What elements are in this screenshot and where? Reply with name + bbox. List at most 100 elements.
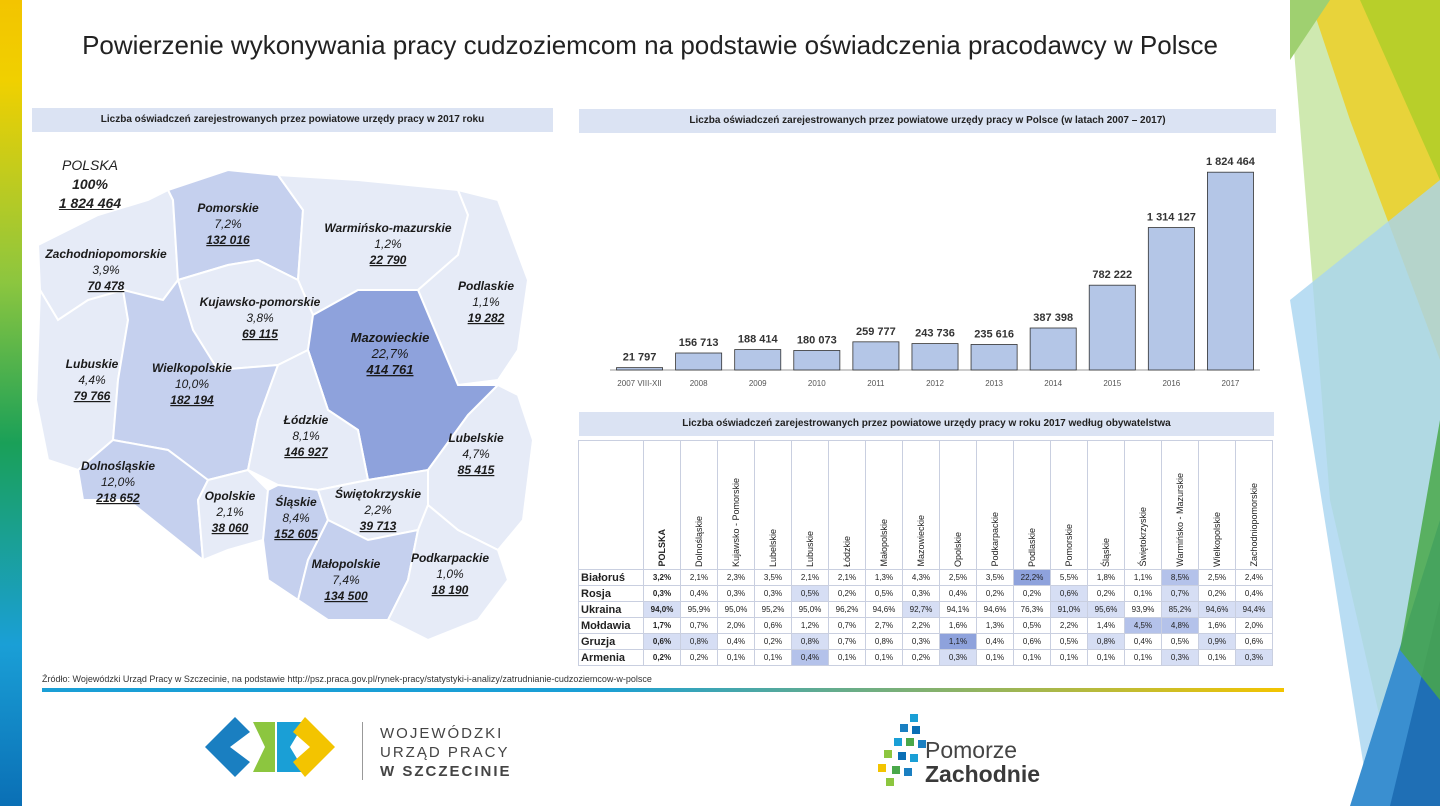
source-note: Źródło: Wojewódzki Urząd Pracy w Szczeci… — [42, 674, 652, 684]
map-region-podkarpackie — [386, 503, 510, 642]
table-cell: 0,5% — [1050, 633, 1088, 650]
table-cell: 0,8% — [1087, 633, 1125, 650]
table-cell: 2,0% — [1235, 617, 1273, 634]
map-label-pct: 3,9% — [92, 263, 120, 277]
map-label-pct: 1,1% — [472, 295, 500, 309]
table-cell: 4,3% — [902, 569, 940, 586]
table-cell: 94,6% — [865, 601, 903, 618]
map-label-name: Zachodniopomorskie — [44, 247, 167, 261]
table-cell: 0,3% — [717, 585, 755, 602]
table-cell: 2,1% — [828, 569, 866, 586]
poland-total-pct: 100% — [72, 176, 108, 192]
bar-category-label-8: 2015 — [1103, 379, 1121, 388]
table-cell: 2,2% — [902, 617, 940, 634]
table-cell: 0,4% — [791, 649, 829, 666]
map-label-15: Podkarpackie 1,0% 18 190 — [411, 551, 489, 597]
bar-category-label-2: 2009 — [749, 379, 767, 388]
bar-category-label-5: 2012 — [926, 379, 944, 388]
bar-value-label-10: 1 824 464 — [1206, 156, 1256, 168]
map-label-4: Kujawsko-pomorskie 3,8% 69 115 — [200, 295, 321, 341]
table-cell: 0,5% — [1161, 633, 1199, 650]
table-corner — [578, 440, 644, 570]
table-cell: 93,9% — [1124, 601, 1162, 618]
map-label-name: Śląskie — [275, 494, 317, 509]
statements-by-year-bar-chart: 21 797 2007 VIII-XII 156 713 2008 188 414 200… — [610, 156, 1260, 388]
table-cell: 0,3% — [1235, 649, 1273, 666]
table-cell: 0,1% — [1050, 649, 1088, 666]
map-label-name: Lubelskie — [448, 431, 504, 445]
table-row: Ukraina 94,0% 95,9% 95,0% 95,2% 95,0% 96,2% 94,… — [578, 601, 1273, 618]
map-label-1: Warmińsko-mazurskie 1,2% 22 790 — [324, 221, 451, 267]
map-panel-header: Liczba oświadczeń zarejestrowanych przez… — [32, 108, 553, 132]
map-label-pct: 7,4% — [332, 573, 360, 587]
table-column-header: Świętokrzyskie — [1124, 440, 1162, 570]
bar-category-label-9: 2016 — [1162, 379, 1180, 388]
map-label-13: Świętokrzyskie 2,2% 39 713 — [335, 486, 421, 533]
poland-total-name: POLSKA — [61, 157, 119, 173]
table-cell: 0,1% — [1124, 585, 1162, 602]
bar-value-label-0: 21 797 — [623, 352, 657, 364]
table-cell: 1,1% — [939, 633, 977, 650]
map-label-value: 22 790 — [369, 253, 407, 267]
table-cell: 0,2% — [643, 649, 681, 666]
table-cell: 0,6% — [754, 617, 792, 634]
table-row-label: Mołdawia — [578, 617, 644, 634]
table-cell: 0,2% — [1013, 585, 1051, 602]
map-label-name: Mazowieckie — [351, 330, 430, 345]
table-cell: 1,3% — [865, 569, 903, 586]
table-column-header: Lubuskie — [791, 440, 829, 570]
table-cell: 1,2% — [791, 617, 829, 634]
map-label-value: 39 713 — [360, 519, 397, 533]
map-label-value: 152 605 — [274, 527, 318, 541]
table-column-header: POLSKA — [643, 440, 681, 570]
table-column-header: Podkarpackie — [976, 440, 1014, 570]
table-cell: 1,4% — [1087, 617, 1125, 634]
table-cell: 1,6% — [939, 617, 977, 634]
table-cell: 0,3% — [754, 585, 792, 602]
table-cell: 85,2% — [1161, 601, 1199, 618]
table-cell: 2,7% — [865, 617, 903, 634]
map-label-name: Opolskie — [205, 489, 256, 503]
map-label-14: Małopolskie 7,4% 134 500 — [312, 557, 381, 603]
table-cell: 0,4% — [939, 585, 977, 602]
map-label-value: 414 761 — [366, 362, 414, 377]
bar-value-label-8: 782 222 — [1092, 269, 1132, 281]
table-cell: 94,0% — [643, 601, 681, 618]
table-cell: 95,9% — [680, 601, 718, 618]
table-cell: 0,5% — [865, 585, 903, 602]
map-label-value: 132 016 — [206, 233, 250, 247]
table-cell: 0,4% — [1124, 633, 1162, 650]
bar-4 — [852, 341, 900, 371]
table-cell: 0,3% — [939, 649, 977, 666]
page-title: Powierzenie wykonywania pracy cudzoziemc… — [82, 30, 1218, 60]
table-cell: 94,4% — [1235, 601, 1273, 618]
table-column-header: Łódzkie — [828, 440, 866, 570]
map-label-pct: 7,2% — [214, 217, 242, 231]
table-cell: 1,7% — [643, 617, 681, 634]
bar-2 — [734, 349, 782, 371]
table-row-label: Białoruś — [578, 569, 644, 586]
map-label-pct: 10,0% — [175, 377, 209, 391]
map-label-pct: 12,0% — [101, 475, 135, 489]
table-cell: 2,3% — [717, 569, 755, 586]
table-cell: 91,0% — [1050, 601, 1088, 618]
map-label-pct: 3,8% — [246, 311, 274, 325]
table-cell: 0,7% — [680, 617, 718, 634]
bar-1 — [675, 352, 723, 371]
table-cell: 2,2% — [1050, 617, 1088, 634]
bar-category-label-3: 2010 — [808, 379, 826, 388]
bar-6 — [970, 344, 1018, 371]
map-label-name: Pomorskie — [197, 201, 259, 215]
table-cell: 0,2% — [680, 649, 718, 666]
bar-panel-header: Liczba oświadczeń zarejestrowanych przez… — [579, 109, 1276, 133]
table-cell: 0,2% — [1198, 585, 1236, 602]
pomorze-zachodnie-logo-icon — [878, 714, 926, 786]
map-region-podlaskie — [416, 188, 530, 387]
table-column-header: Pomorskie — [1050, 440, 1088, 570]
map-label-name: Kujawsko-pomorskie — [200, 295, 321, 309]
table-cell: 0,6% — [643, 633, 681, 650]
table-cell: 0,6% — [1235, 633, 1273, 650]
table-cell: 0,7% — [828, 633, 866, 650]
table-cell: 2,4% — [1235, 569, 1273, 586]
map-label-name: Wielkopolskie — [152, 361, 232, 375]
